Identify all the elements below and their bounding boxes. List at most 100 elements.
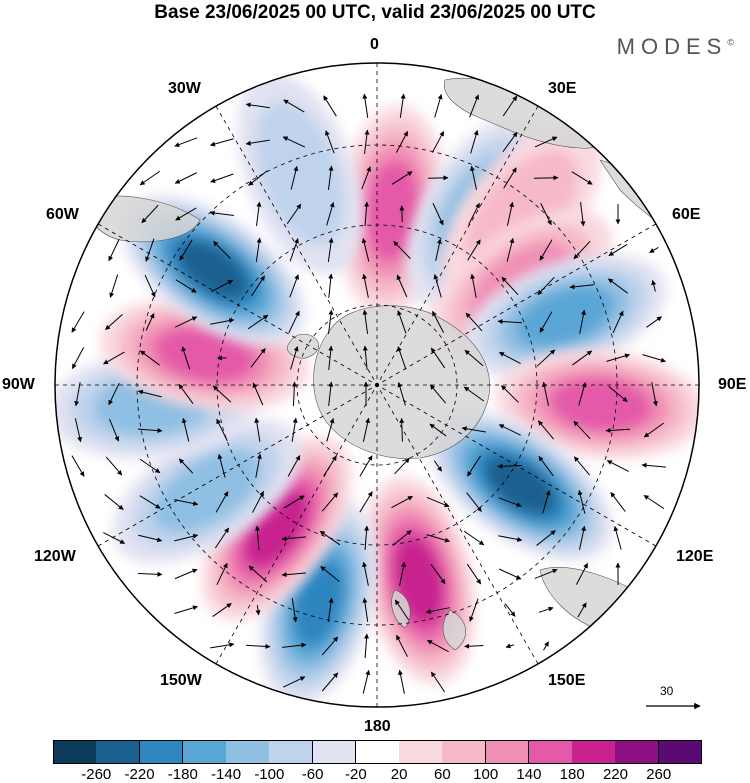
wind-vector bbox=[359, 491, 373, 513]
wind-vector bbox=[209, 138, 234, 147]
wind-vector bbox=[288, 310, 300, 334]
wind-vector bbox=[433, 460, 443, 472]
wind-vector bbox=[255, 605, 261, 616]
wind-vector bbox=[282, 642, 307, 648]
wind-vector bbox=[470, 273, 477, 298]
anomaly-center bbox=[113, 418, 302, 564]
lon-label-60w: 60W bbox=[46, 206, 79, 223]
wind-vector bbox=[255, 453, 262, 478]
wind-vector bbox=[359, 455, 373, 477]
wind-vector bbox=[291, 381, 297, 407]
wind-vector bbox=[174, 172, 198, 184]
wind-vector bbox=[328, 273, 334, 298]
wind-vector bbox=[210, 642, 235, 649]
wind-vector bbox=[502, 131, 518, 152]
wind-vector bbox=[649, 246, 659, 254]
colorbar-swatch bbox=[572, 740, 616, 764]
wind-vector bbox=[468, 202, 480, 225]
wind-vector bbox=[105, 456, 123, 476]
wind-vector bbox=[465, 312, 483, 332]
wind-vector bbox=[430, 563, 446, 585]
wind-vector bbox=[211, 279, 234, 293]
wind-vector bbox=[608, 243, 628, 257]
lon-label-0: 0 bbox=[370, 36, 379, 53]
wind-vector bbox=[466, 492, 482, 512]
lon-label-150e: 150E bbox=[548, 672, 586, 689]
wind-vector bbox=[256, 201, 262, 226]
wind-vector bbox=[362, 597, 369, 622]
wind-vector bbox=[578, 381, 587, 406]
wind-vector bbox=[469, 94, 480, 118]
wind-vector bbox=[425, 607, 450, 614]
colorbar-swatch bbox=[312, 740, 357, 764]
wind-vector bbox=[209, 210, 234, 216]
wind-vector bbox=[327, 237, 334, 262]
colorbar-tick-label: 180 bbox=[559, 766, 585, 783]
colorbar-tick-label: 60 bbox=[434, 766, 451, 783]
wind-vector bbox=[71, 347, 85, 370]
wind-vector bbox=[254, 525, 260, 551]
wind-vector bbox=[651, 279, 657, 292]
colorbar-swatch bbox=[96, 740, 141, 764]
wind-vector bbox=[469, 598, 479, 622]
wind-vector bbox=[573, 240, 591, 260]
wind-vector bbox=[641, 462, 666, 468]
wind-vector bbox=[321, 492, 339, 512]
wind-vector bbox=[104, 494, 124, 510]
wind-vector bbox=[613, 525, 622, 550]
wind-vector bbox=[74, 418, 83, 443]
wind-vector bbox=[426, 496, 450, 508]
wind-vector bbox=[361, 166, 371, 190]
wind-vector bbox=[470, 130, 479, 154]
wind-vector bbox=[537, 276, 555, 296]
graticule bbox=[55, 63, 699, 707]
wind-vector bbox=[612, 310, 624, 334]
wind-vector bbox=[283, 495, 305, 509]
wind-vector bbox=[428, 175, 449, 181]
wind-vector bbox=[174, 533, 199, 542]
colorbar-swatch bbox=[658, 740, 703, 764]
wind-vector bbox=[432, 202, 444, 226]
wind-vector bbox=[433, 273, 442, 298]
wind-vector bbox=[397, 310, 407, 334]
colorbar-tick-label: -20 bbox=[345, 766, 367, 783]
wind-vector bbox=[327, 597, 334, 622]
colorbar-tick-label: -260 bbox=[81, 766, 112, 783]
wind-vector bbox=[539, 311, 553, 333]
wind-vector bbox=[464, 349, 484, 367]
wind-vector bbox=[464, 643, 484, 649]
wind-vector bbox=[281, 572, 307, 578]
wind-vector bbox=[391, 495, 414, 509]
wind-vector bbox=[572, 350, 593, 366]
lon-label-150w: 150W bbox=[160, 672, 202, 689]
colorbar-tick-label: -180 bbox=[167, 766, 198, 783]
wind-vector bbox=[429, 384, 447, 404]
wind-vector bbox=[642, 354, 666, 363]
wind-vector bbox=[461, 426, 486, 433]
wind-vector bbox=[432, 310, 444, 333]
modes-logo: MODES© bbox=[617, 34, 734, 60]
wind-vector bbox=[74, 382, 81, 407]
wind-vector bbox=[321, 672, 339, 692]
wind-vector bbox=[362, 417, 371, 442]
wind-vector bbox=[291, 417, 298, 442]
wind-vector bbox=[362, 309, 369, 334]
wind-vector bbox=[362, 561, 369, 586]
wind-vector bbox=[139, 350, 160, 366]
wind-vector bbox=[245, 643, 271, 649]
lon-label-90w: 90W bbox=[2, 376, 35, 393]
wind-vector bbox=[430, 671, 446, 693]
wind-vector bbox=[610, 492, 626, 512]
wind-vector bbox=[467, 455, 481, 477]
wind-vector bbox=[290, 346, 299, 370]
colorbar-swatch bbox=[355, 740, 400, 764]
wind-vector bbox=[498, 535, 523, 542]
wind-vector bbox=[139, 458, 161, 474]
wind-vector bbox=[466, 563, 482, 585]
wind-vectors bbox=[71, 93, 666, 694]
wind-vector bbox=[215, 491, 229, 513]
wind-vector bbox=[364, 201, 370, 227]
wind-vector bbox=[361, 237, 370, 262]
colorbar-tick-label: 100 bbox=[473, 766, 499, 783]
wind-vector bbox=[607, 278, 628, 294]
